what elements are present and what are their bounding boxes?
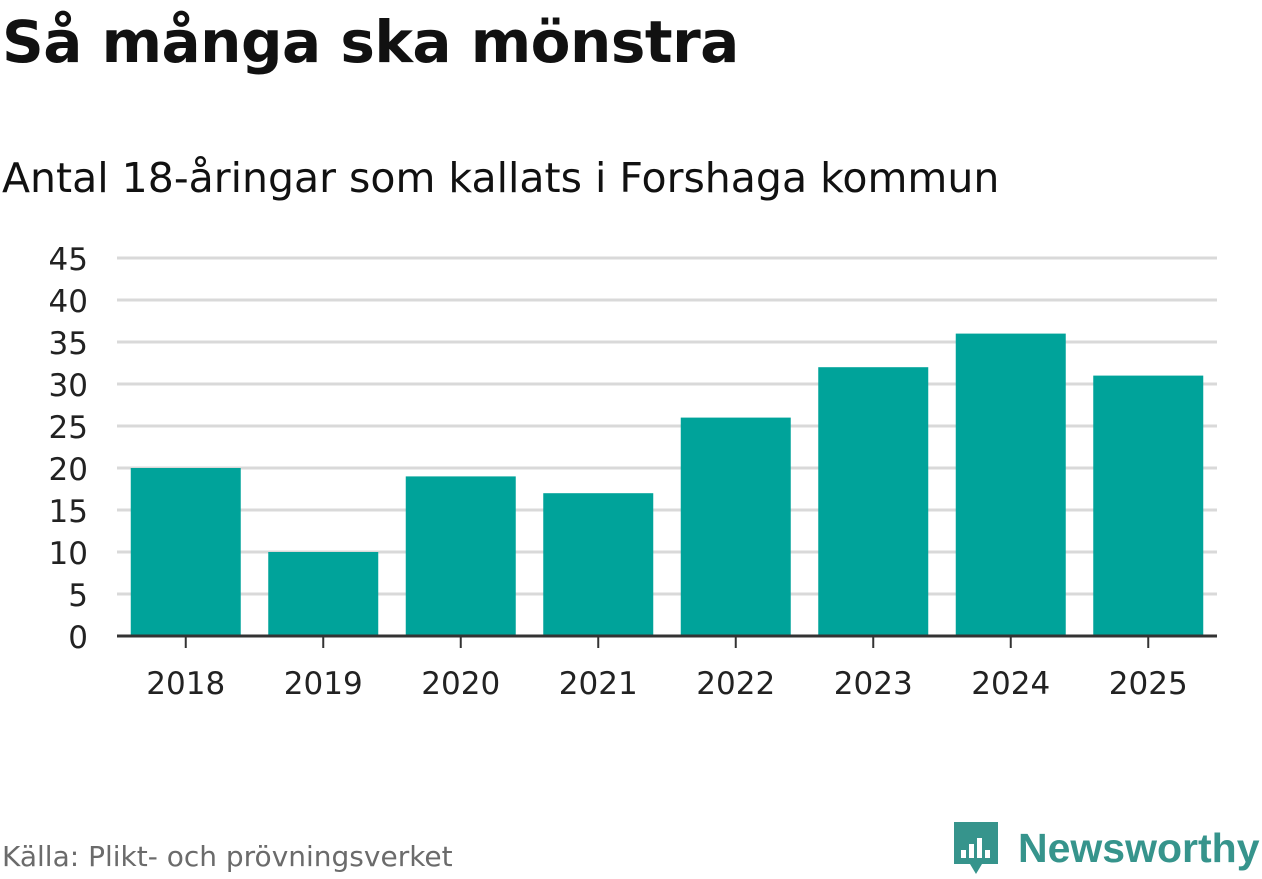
bar-2025 (1093, 375, 1204, 636)
chart-subtitle: Antal 18-åringar som kallats i Forshaga … (2, 154, 1000, 202)
bar-2019 (268, 552, 379, 636)
bars (130, 333, 1204, 636)
bar-2021 (543, 493, 654, 636)
x-tick-label: 2022 (696, 666, 775, 702)
y-tick-label: 25 (49, 410, 88, 446)
brand-logo: Newsworthy (952, 820, 1260, 876)
y-tick-label: 15 (49, 494, 88, 530)
x-tick-label: 2018 (146, 666, 225, 702)
brand-name: Newsworthy (1018, 824, 1260, 871)
bar-2018 (130, 468, 241, 636)
x-tick-label: 2023 (834, 666, 913, 702)
x-tick-label: 2019 (284, 666, 363, 702)
x-axis-ticks: 2018 2019 2020 2021 2022 2023 2024 2025 (146, 636, 1188, 702)
y-tick-label: 30 (49, 368, 88, 404)
bar-2022 (680, 417, 791, 636)
x-tick-label: 2020 (421, 666, 500, 702)
y-axis-ticks: 0 5 10 15 20 25 30 35 40 45 (49, 242, 88, 656)
y-tick-label: 0 (68, 620, 88, 656)
y-tick-label: 20 (49, 452, 88, 488)
y-tick-label: 40 (49, 284, 88, 320)
y-tick-label: 10 (49, 536, 88, 572)
x-tick-label: 2025 (1109, 666, 1188, 702)
newsworthy-logo-icon (954, 822, 998, 874)
bar-2024 (955, 333, 1066, 636)
y-tick-label: 45 (49, 242, 88, 278)
source-note: Källa: Plikt- och prövningsverket (2, 840, 453, 873)
bar-2023 (818, 367, 929, 636)
y-tick-label: 35 (49, 326, 88, 362)
y-tick-label: 5 (68, 578, 88, 614)
x-tick-label: 2021 (559, 666, 638, 702)
x-tick-label: 2024 (971, 666, 1050, 702)
bar-2020 (405, 476, 516, 636)
chart-title: Så många ska mönstra (2, 8, 739, 76)
